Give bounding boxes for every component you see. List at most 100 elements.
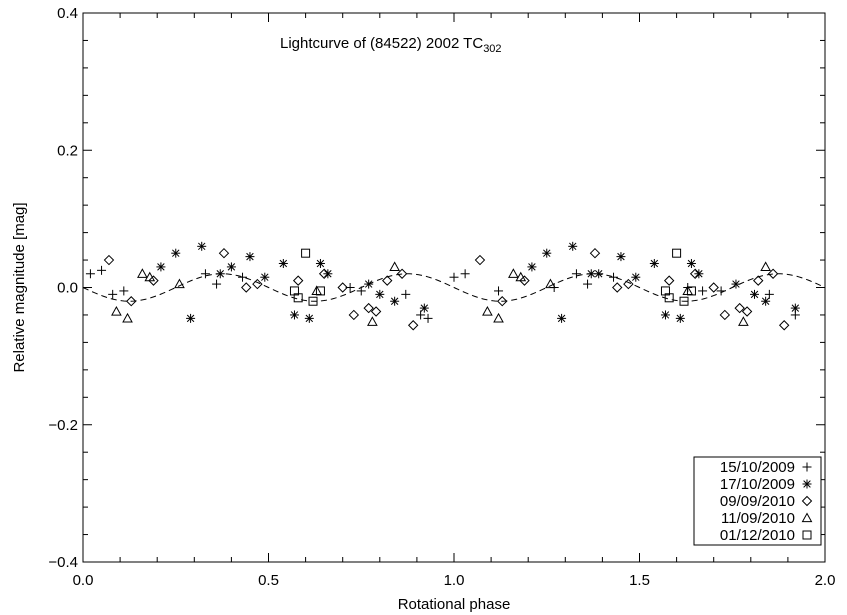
plus-point: [238, 272, 248, 282]
star-point: [323, 269, 333, 279]
diamond-point: [589, 247, 601, 259]
diamond-point: [337, 282, 348, 293]
star-point: [631, 272, 641, 282]
plus-point: [494, 286, 504, 296]
plus-point: [401, 289, 411, 299]
star-point: [245, 252, 255, 262]
star-point: [542, 248, 552, 258]
legend-label: 11/09/2010: [721, 510, 795, 527]
fit-curve: [82, 273, 826, 302]
diamond-point: [708, 282, 719, 293]
star-point: [527, 262, 537, 272]
star-point: [375, 289, 385, 299]
star-point: [675, 313, 685, 323]
diamond-point: [741, 306, 753, 317]
x-tick-label: 0.0: [73, 572, 94, 589]
square-point: [672, 248, 682, 258]
plus-point: [97, 265, 107, 275]
diamond-point: [292, 275, 304, 286]
diamond-point: [497, 296, 508, 307]
star-point: [278, 258, 288, 268]
x-axis-title: Rotational phase: [398, 596, 511, 613]
legend-label: 09/09/2010: [720, 493, 795, 510]
diamond-point: [103, 254, 115, 266]
plus-point: [716, 286, 726, 296]
diamond-point: [519, 275, 530, 286]
triangle-point: [389, 261, 400, 272]
data-points: [85, 241, 800, 331]
plus-point: [764, 289, 774, 299]
star-point: [390, 296, 400, 306]
triangle-point: [508, 268, 519, 278]
x-tick-label: 1.5: [629, 572, 650, 589]
diamond-point: [778, 320, 790, 331]
y-tick-label: 0.0: [57, 280, 78, 297]
plus-point: [449, 272, 459, 282]
diamond-point: [689, 268, 701, 279]
legend-plus-marker: [802, 462, 812, 472]
plus-point: [119, 286, 129, 296]
triangle-point: [111, 305, 122, 316]
star-point: [649, 258, 659, 268]
star-point: [260, 272, 270, 282]
triangle-point: [482, 305, 493, 316]
star-point: [750, 289, 760, 299]
legend-diamond-marker: [801, 495, 813, 507]
square-point: [293, 293, 303, 303]
chart-title-subscript: 302: [483, 43, 501, 55]
x-tick-label: 2.0: [815, 572, 836, 589]
diamond-point: [318, 268, 330, 279]
plus-point: [583, 279, 593, 289]
diamond-point: [612, 282, 623, 293]
diamond-point: [382, 275, 393, 286]
plus-point: [85, 269, 95, 279]
plus-point: [460, 269, 470, 279]
plus-point: [698, 286, 708, 296]
diamond-point: [348, 309, 360, 321]
star-point: [686, 258, 696, 268]
triangle-point: [174, 278, 185, 289]
diamond-point: [753, 275, 764, 286]
star-point: [419, 303, 429, 313]
diamond-point: [719, 309, 731, 321]
triangle-point: [137, 268, 148, 278]
x-tick-label: 1.0: [444, 572, 465, 589]
legend: 15/10/200917/10/200909/09/201011/09/2010…: [720, 459, 813, 544]
star-point: [304, 313, 314, 323]
star-point: [171, 248, 181, 258]
diamond-point: [396, 268, 408, 279]
legend-square-marker: [802, 530, 812, 540]
star-point: [315, 258, 325, 268]
diamond-point: [126, 296, 137, 307]
square-point: [301, 248, 311, 258]
plus-point: [571, 269, 581, 279]
plus-point: [423, 313, 433, 323]
diamond-point: [474, 254, 486, 266]
diamond-point: [623, 278, 634, 290]
star-point: [790, 303, 800, 313]
axis-ticks: [82, 12, 826, 563]
plus-point: [212, 279, 222, 289]
star-point: [616, 252, 626, 262]
plus-point: [200, 269, 210, 279]
legend-label: 15/10/2009: [720, 459, 795, 476]
triangle-point: [545, 278, 556, 289]
diamond-point: [767, 268, 779, 279]
star-point: [594, 269, 604, 279]
legend-star-marker: [802, 479, 812, 489]
y-tick-label: −0.2: [48, 417, 78, 434]
y-tick-label: −0.4: [48, 554, 78, 571]
star-point: [364, 279, 374, 289]
diamond-point: [663, 275, 675, 286]
triangle-point: [122, 312, 133, 323]
legend-box: [693, 456, 822, 546]
y-tick-label: 0.2: [57, 142, 78, 159]
triangle-point: [738, 316, 749, 326]
diamond-point: [407, 320, 419, 331]
legend-label: 01/12/2010: [720, 527, 795, 544]
triangle-point: [760, 261, 771, 272]
star-point: [215, 269, 225, 279]
x-tick-label: 0.5: [258, 572, 279, 589]
star-point: [186, 313, 196, 323]
